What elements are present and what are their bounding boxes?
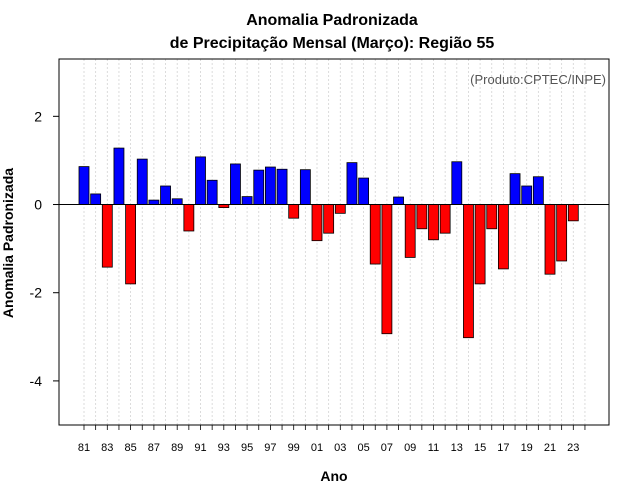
bar-90 (183, 204, 195, 232)
bar-23 (567, 204, 579, 222)
bar-88 (160, 185, 171, 205)
bar-06 (369, 204, 381, 265)
x-tick-label: 05 (357, 442, 369, 454)
y-tick-label: -2 (30, 285, 43, 301)
x-tick-label: 95 (241, 442, 253, 454)
bar-81 (78, 166, 90, 205)
x-axis-title: Ano (320, 468, 347, 484)
bar-10 (416, 204, 428, 230)
bar-84 (113, 147, 125, 205)
y-axis-title: Anomalia Padronizada (0, 168, 16, 318)
credit-label: (Produto:CPTEC/INPE) (470, 72, 606, 87)
x-tick-label: 01 (311, 442, 323, 454)
bar-98 (276, 168, 288, 205)
x-tick-label: 93 (218, 442, 230, 454)
bar-14 (463, 204, 474, 339)
bar-03 (334, 204, 346, 214)
bar-21 (544, 204, 556, 275)
x-tick-label: 91 (194, 442, 206, 454)
bar-97 (264, 166, 276, 205)
x-tick-label: 15 (474, 442, 486, 454)
bar-12 (439, 204, 451, 234)
x-tick-label: 19 (521, 442, 533, 454)
x-tick-label: 03 (334, 442, 346, 454)
bar-95 (241, 196, 253, 205)
bar-17 (497, 204, 509, 270)
bar-13 (451, 161, 463, 205)
x-tick-label: 99 (288, 442, 300, 454)
x-axis: 81 83 85 87 89 91 93 95 97 99 01 03 05 07 09 11 13 15 17 19… (78, 425, 586, 454)
x-tick-label: 07 (381, 442, 393, 454)
y-tick-label: -4 (30, 373, 43, 389)
bars (78, 147, 579, 339)
bar-15 (474, 204, 486, 285)
grid-lines (83, 59, 586, 425)
bar-82 (90, 193, 102, 205)
bar-96 (253, 169, 265, 205)
bar-04 (346, 162, 358, 205)
x-tick-label: 17 (497, 442, 509, 454)
x-tick-label: 13 (451, 442, 463, 454)
bar-86 (136, 158, 148, 205)
bar-09 (404, 204, 416, 258)
x-tick-label: 21 (544, 442, 556, 454)
bar-22 (556, 204, 568, 262)
bar-05 (358, 177, 370, 205)
x-tick-label: 97 (264, 442, 276, 454)
bar-99 (288, 204, 300, 219)
plot-frame (58, 58, 610, 426)
bar-20 (532, 176, 544, 205)
bar-91 (195, 156, 206, 205)
bar-01 (311, 204, 323, 242)
bar-18 (509, 173, 521, 205)
x-tick-label: 85 (124, 442, 136, 454)
bar-07 (381, 204, 393, 335)
y-axis: -4 -2 0 2 (30, 108, 59, 389)
x-tick-label: 09 (404, 442, 416, 454)
bar-11 (428, 204, 439, 241)
x-tick-label: 81 (78, 442, 90, 454)
bar-92 (206, 179, 218, 205)
bar-89 (171, 198, 183, 205)
bar-85 (125, 204, 136, 285)
bar-02 (323, 204, 335, 234)
bar-16 (486, 204, 498, 230)
x-tick-label: 23 (567, 442, 579, 454)
x-tick-label: 87 (148, 442, 160, 454)
bar-08 (393, 196, 404, 205)
x-tick-label: 83 (101, 442, 113, 454)
bar-83 (101, 204, 113, 268)
x-tick-label: 11 (428, 442, 439, 454)
y-tick-label: 0 (34, 197, 42, 213)
chart-subtitle: de Precipitação Mensal (Março): Região 5… (170, 35, 495, 52)
bar-94 (230, 163, 241, 205)
y-tick-label: 2 (34, 108, 42, 124)
chart-title: Anomalia Padronizada (246, 12, 418, 29)
bar-00 (299, 169, 311, 205)
bar-87 (148, 199, 160, 205)
x-tick-label: 89 (171, 442, 183, 454)
bar-19 (521, 185, 533, 205)
